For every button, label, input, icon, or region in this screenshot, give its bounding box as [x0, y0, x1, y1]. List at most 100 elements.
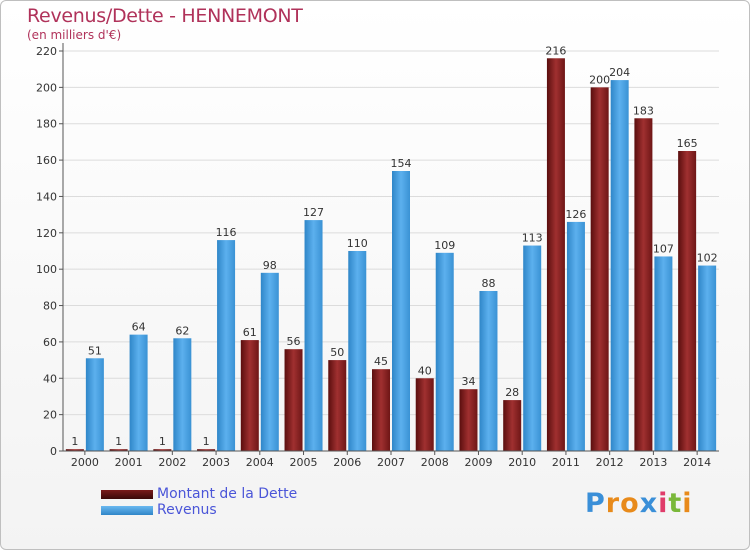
revenue-bar — [129, 334, 148, 451]
revenue-value-label: 116 — [216, 226, 237, 239]
legend-label-revenue: Revenus — [157, 502, 217, 518]
debt-bar — [590, 87, 609, 451]
debt-bar — [415, 378, 434, 451]
proxiti-logo: Proxiti — [585, 488, 693, 519]
revenue-bar — [610, 80, 629, 451]
revenue-bar — [392, 171, 410, 451]
revenue-value-label: 88 — [481, 277, 495, 290]
x-tick-label: 2010 — [508, 456, 536, 469]
debt-value-label: 56 — [287, 335, 301, 348]
debt-value-label: 50 — [330, 346, 344, 359]
debt-value-label: 165 — [677, 137, 698, 150]
x-tick-label: 2011 — [552, 456, 580, 469]
y-tick-label: 140 — [36, 190, 57, 203]
x-tick-label: 2005 — [290, 456, 318, 469]
debt-bar — [328, 360, 347, 451]
revenue-value-label: 109 — [434, 239, 455, 252]
revenue-value-label: 126 — [565, 208, 586, 221]
logo-letter: P — [585, 488, 606, 519]
revenue-bar — [654, 256, 673, 451]
revenue-value-label: 102 — [697, 252, 718, 265]
y-tick-label: 220 — [36, 45, 57, 58]
legend-label-debt: Montant de la Dette — [157, 486, 298, 502]
revenue-bar — [479, 291, 498, 451]
debt-bar — [284, 349, 303, 451]
revenue-bar — [217, 240, 236, 451]
debt-value-label: 1 — [115, 435, 122, 448]
x-tick-label: 2003 — [202, 456, 230, 469]
logo-letter: r — [605, 488, 621, 519]
revenue-bar — [173, 338, 192, 451]
debt-bar — [372, 369, 390, 451]
logo-letter: i — [658, 488, 669, 519]
y-tick-label: 80 — [43, 300, 57, 313]
x-tick-label: 2007 — [377, 456, 405, 469]
revenue-value-label: 62 — [175, 324, 189, 337]
revenue-value-label: 64 — [132, 321, 146, 334]
revenue-value-label: 98 — [263, 259, 277, 272]
revenue-bar — [260, 272, 279, 451]
x-tick-label: 2002 — [158, 456, 186, 469]
x-tick-label: 2009 — [464, 456, 492, 469]
legend-item-debt: Montant de la Dette — [101, 486, 297, 502]
debt-value-label: 1 — [71, 435, 78, 448]
y-tick-label: 120 — [36, 227, 57, 240]
revenue-value-label: 107 — [653, 242, 674, 255]
revenue-value-label: 154 — [391, 157, 412, 170]
x-tick-label: 2000 — [71, 456, 99, 469]
x-tick-label: 2006 — [333, 456, 361, 469]
revenue-bar — [566, 221, 585, 451]
logo-letter: o — [620, 488, 640, 519]
x-tick-label: 2008 — [421, 456, 449, 469]
chart-title: Revenus/Dette - HENNEMONT — [27, 5, 303, 27]
revenue-value-label: 204 — [609, 66, 630, 79]
y-tick-label: 60 — [43, 336, 57, 349]
debt-value-label: 216 — [545, 44, 566, 57]
y-tick-label: 40 — [43, 372, 57, 385]
chart-subtitle: (en milliers d'€) — [27, 28, 122, 42]
revenue-value-label: 51 — [88, 344, 102, 357]
debt-value-label: 45 — [374, 355, 388, 368]
debt-value-label: 28 — [505, 386, 519, 399]
revenue-bar — [348, 251, 367, 451]
y-tick-label: 20 — [43, 409, 57, 422]
revenue-bar — [304, 220, 323, 451]
legend-swatch-revenue — [101, 505, 153, 515]
y-tick-label: 100 — [36, 263, 57, 276]
debt-bar — [459, 389, 478, 451]
debt-bar — [65, 449, 84, 451]
y-tick-label: 180 — [36, 118, 57, 131]
debt-bar — [197, 449, 216, 451]
debt-bar — [678, 151, 697, 451]
legend-swatch-debt — [101, 489, 153, 499]
x-tick-label: 2001 — [115, 456, 143, 469]
y-tick-label: 160 — [36, 154, 57, 167]
revenue-value-label: 113 — [522, 232, 543, 245]
revenue-value-label: 127 — [303, 206, 324, 219]
x-tick-label: 2004 — [246, 456, 274, 469]
debt-bar — [634, 118, 653, 451]
revenue-value-label: 110 — [347, 237, 368, 250]
y-tick-label: 0 — [50, 445, 57, 458]
logo-letter: t — [668, 488, 683, 519]
x-tick-label: 2012 — [596, 456, 624, 469]
logo-letter: x — [639, 488, 659, 519]
debt-bar — [109, 449, 128, 451]
debt-value-label: 1 — [203, 435, 210, 448]
y-tick-label: 200 — [36, 81, 57, 94]
logo-letter: i — [682, 488, 693, 519]
x-tick-label: 2014 — [683, 456, 711, 469]
debt-value-label: 61 — [243, 326, 257, 339]
debt-value-label: 40 — [418, 364, 432, 377]
debt-bar — [546, 58, 565, 451]
debt-bar — [153, 449, 172, 451]
legend-item-revenue: Revenus — [101, 502, 297, 518]
chart-legend: Montant de la Dette Revenus — [101, 486, 297, 518]
debt-bar — [503, 400, 522, 451]
revenue-bar — [523, 245, 542, 451]
debt-bar — [240, 340, 259, 451]
revenue-bar — [698, 265, 717, 451]
debt-value-label: 183 — [633, 104, 654, 117]
